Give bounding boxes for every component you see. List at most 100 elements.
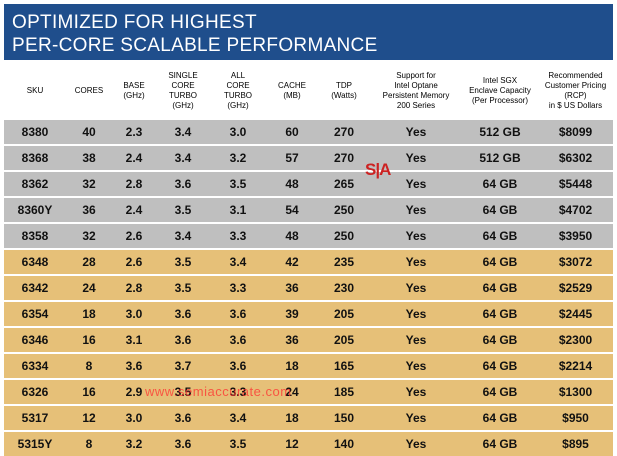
cell-base-ghz: 2.4	[125, 151, 143, 165]
cell-optane-support: Yes	[405, 177, 427, 191]
cell-tdp: 150	[333, 411, 355, 425]
cell-cache: 36	[285, 281, 299, 295]
table-row: 6354 18 3.0 3.6 3.6 39 205 Yes 64 GB $2445	[4, 302, 613, 326]
cell-cores: 24	[82, 281, 96, 295]
cell-tdp: 140	[333, 437, 355, 451]
cell-optane-support: Yes	[405, 229, 427, 243]
cell-base-ghz: 2.6	[125, 255, 143, 269]
cell-rcp-price: $2214	[558, 359, 593, 373]
cell-base-ghz: 3.1	[125, 333, 143, 347]
table-row: 5317 12 3.0 3.6 3.4 18 150 Yes 64 GB $950	[4, 406, 613, 430]
cell-single-core-turbo: 3.6	[174, 307, 192, 321]
cell-optane-support: Yes	[405, 307, 427, 321]
table-row: 8362 32 2.8 3.6 3.5 48 265 Yes 64 GB $5448	[4, 172, 613, 196]
cell-cores: 32	[82, 229, 96, 243]
cell-optane-support: Yes	[405, 203, 427, 217]
header-base-ghz: BASE (GHz)	[123, 81, 145, 100]
cell-sku: 6326	[21, 385, 49, 399]
cell-rcp-price: $3950	[558, 229, 593, 243]
cell-sku: 8380	[21, 125, 49, 139]
cell-single-core-turbo: 3.6	[174, 177, 192, 191]
cell-all-core-turbo: 3.4	[229, 255, 247, 269]
cell-cores: 40	[82, 125, 96, 139]
cell-all-core-turbo: 3.1	[229, 203, 247, 217]
cell-cores: 16	[82, 333, 96, 347]
cell-all-core-turbo: 3.5	[229, 177, 247, 191]
cell-cache: 36	[285, 333, 299, 347]
table-row: 6326 16 2.9 3.5 3.3 24 185 Yes 64 GB $1300	[4, 380, 613, 404]
table-header: SKU CORES BASE (GHz) SINGLE CORE TURBO (GHz…	[4, 62, 613, 120]
header-rcp-price: Recommended Customer Pricing (RCP) in $ …	[544, 71, 607, 110]
cell-all-core-turbo: 3.6	[229, 333, 247, 347]
cell-single-core-turbo: 3.5	[174, 385, 192, 399]
cell-tdp: 270	[333, 125, 355, 139]
cell-rcp-price: $3072	[558, 255, 593, 269]
cell-sku: 8358	[21, 229, 49, 243]
watermark: www.semiaccurate.com	[145, 384, 292, 399]
cell-optane-support: Yes	[405, 151, 427, 165]
header-sku: SKU	[26, 86, 44, 95]
cell-cores: 36	[82, 203, 96, 217]
table-row: 8360Y 36 2.4 3.5 3.1 54 250 Yes 64 GB $4702	[4, 198, 613, 222]
cell-sgx-enclave: 64 GB	[482, 385, 518, 399]
cell-tdp: 165	[333, 359, 355, 373]
cell-single-core-turbo: 3.5	[174, 203, 192, 217]
cell-rcp-price: $2445	[558, 307, 593, 321]
cell-sgx-enclave: 512 GB	[479, 151, 521, 165]
cell-cores: 18	[82, 307, 96, 321]
cell-optane-support: Yes	[405, 333, 427, 347]
cell-single-core-turbo: 3.4	[174, 151, 192, 165]
cell-single-core-turbo: 3.7	[174, 359, 192, 373]
cell-tdp: 270	[333, 151, 355, 165]
cell-single-core-turbo: 3.6	[174, 437, 192, 451]
table-row: 6346 16 3.1 3.6 3.6 36 205 Yes 64 GB $2300	[4, 328, 613, 352]
cell-rcp-price: $8099	[558, 125, 593, 139]
cell-base-ghz: 3.2	[125, 437, 143, 451]
cell-sku: 6346	[21, 333, 49, 347]
table-row: 5315Y 8 3.2 3.6 3.5 12 140 Yes 64 GB $895	[4, 432, 613, 456]
cell-tdp: 185	[333, 385, 355, 399]
cell-sku: 6348	[21, 255, 49, 269]
cell-sgx-enclave: 64 GB	[482, 411, 518, 425]
cell-sku: 8362	[21, 177, 49, 191]
cell-tdp: 205	[333, 333, 355, 347]
cell-rcp-price: $6302	[558, 151, 593, 165]
cell-base-ghz: 2.8	[125, 177, 143, 191]
cell-all-core-turbo: 3.3	[229, 385, 247, 399]
cell-rcp-price: $2529	[558, 281, 593, 295]
cell-rcp-price: $895	[562, 437, 589, 451]
cell-single-core-turbo: 3.6	[174, 333, 192, 347]
cell-tdp: 235	[333, 255, 355, 269]
cell-cache: 24	[285, 385, 299, 399]
cell-sgx-enclave: 64 GB	[482, 359, 518, 373]
cell-cores: 32	[82, 177, 96, 191]
cell-rcp-price: $950	[562, 411, 589, 425]
semiaccurate-logo: S|A	[365, 160, 391, 179]
cell-rcp-price: $1300	[558, 385, 593, 399]
cell-optane-support: Yes	[405, 411, 427, 425]
cell-optane-support: Yes	[405, 281, 427, 295]
title-line-2: PER-CORE SCALABLE PERFORMANCE	[12, 35, 378, 56]
cell-cache: 48	[285, 177, 299, 191]
cell-sgx-enclave: 64 GB	[482, 177, 518, 191]
cell-cores: 8	[85, 437, 93, 451]
cell-sku: 8360Y	[17, 203, 53, 217]
cell-single-core-turbo: 3.5	[174, 255, 192, 269]
cell-single-core-turbo: 3.6	[174, 411, 192, 425]
cell-optane-support: Yes	[405, 385, 427, 399]
header-cores: CORES	[74, 86, 104, 95]
cell-tdp: 230	[333, 281, 355, 295]
cell-sgx-enclave: 512 GB	[479, 125, 521, 139]
table-row: 6334 8 3.6 3.7 3.6 18 165 Yes 64 GB $2214	[4, 354, 613, 378]
cell-optane-support: Yes	[405, 359, 427, 373]
cell-base-ghz: 2.9	[125, 385, 143, 399]
cell-cache: 54	[285, 203, 299, 217]
cell-sku: 6342	[21, 281, 49, 295]
cell-tdp: 250	[333, 229, 355, 243]
header-cache: CACHE (MB)	[277, 81, 306, 100]
table-row: 6342 24 2.8 3.5 3.3 36 230 Yes 64 GB $2529	[4, 276, 613, 300]
header-sgx-enclave: Intel SGX Enclave Capacity (Per Processo…	[469, 76, 531, 105]
cell-sgx-enclave: 64 GB	[482, 229, 518, 243]
table-row: 6348 28 2.6 3.5 3.4 42 235 Yes 64 GB $3072	[4, 250, 613, 274]
